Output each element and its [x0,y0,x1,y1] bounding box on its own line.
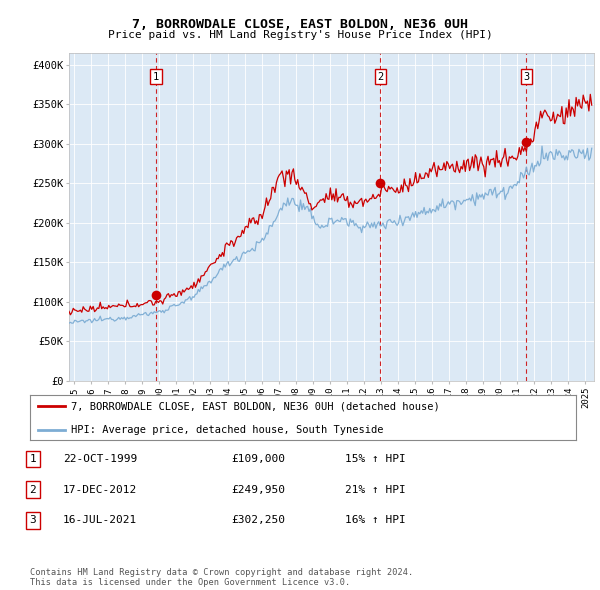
Text: 7, BORROWDALE CLOSE, EAST BOLDON, NE36 0UH (detached house): 7, BORROWDALE CLOSE, EAST BOLDON, NE36 0… [71,401,440,411]
Text: 22-OCT-1999: 22-OCT-1999 [63,454,137,464]
Text: 16% ↑ HPI: 16% ↑ HPI [345,516,406,525]
Text: 16-JUL-2021: 16-JUL-2021 [63,516,137,525]
Text: Price paid vs. HM Land Registry's House Price Index (HPI): Price paid vs. HM Land Registry's House … [107,30,493,40]
Text: HPI: Average price, detached house, South Tyneside: HPI: Average price, detached house, Sout… [71,425,383,435]
Text: 2: 2 [377,72,383,82]
Text: 2: 2 [29,485,37,494]
Text: 17-DEC-2012: 17-DEC-2012 [63,485,137,494]
Text: 3: 3 [523,72,530,82]
Text: 15% ↑ HPI: 15% ↑ HPI [345,454,406,464]
Text: 1: 1 [153,72,159,82]
Text: 21% ↑ HPI: 21% ↑ HPI [345,485,406,494]
Text: 1: 1 [29,454,37,464]
Text: Contains HM Land Registry data © Crown copyright and database right 2024.
This d: Contains HM Land Registry data © Crown c… [30,568,413,587]
Text: £249,950: £249,950 [231,485,285,494]
Text: £302,250: £302,250 [231,516,285,525]
Text: £109,000: £109,000 [231,454,285,464]
Text: 7, BORROWDALE CLOSE, EAST BOLDON, NE36 0UH: 7, BORROWDALE CLOSE, EAST BOLDON, NE36 0… [132,18,468,31]
Text: 3: 3 [29,516,37,525]
